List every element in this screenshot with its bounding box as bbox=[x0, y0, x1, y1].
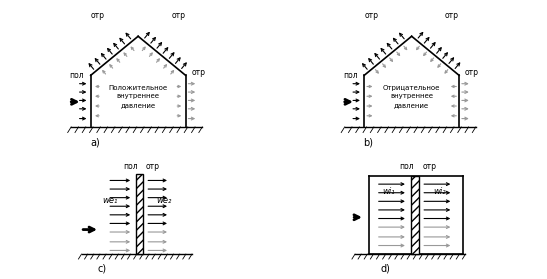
Text: Отрицательное
внутреннее
давление: Отрицательное внутреннее давление bbox=[383, 85, 440, 108]
Text: wі₂: wі₂ bbox=[433, 187, 446, 196]
Text: wі₁: wі₁ bbox=[382, 187, 394, 196]
Bar bbox=[136, 174, 143, 254]
Text: отр: отр bbox=[146, 162, 160, 171]
Text: Положительное
внутреннее
давление: Положительное внутреннее давление bbox=[109, 85, 168, 108]
Text: отр: отр bbox=[91, 11, 104, 20]
Text: a): a) bbox=[90, 137, 100, 147]
Text: b): b) bbox=[363, 137, 374, 147]
Bar bbox=[411, 175, 419, 254]
Text: отр: отр bbox=[464, 68, 479, 77]
Text: d): d) bbox=[381, 263, 391, 273]
Text: пол: пол bbox=[123, 162, 138, 171]
Text: отр: отр bbox=[445, 11, 459, 20]
Text: отр: отр bbox=[191, 68, 205, 77]
Text: wе₁: wе₁ bbox=[102, 196, 118, 205]
Text: отр: отр bbox=[364, 11, 378, 20]
Text: отр: отр bbox=[423, 162, 437, 171]
Text: отр: отр bbox=[172, 11, 185, 20]
Text: wе₂: wе₂ bbox=[156, 196, 171, 205]
Bar bbox=[411, 175, 419, 254]
Bar bbox=[136, 174, 143, 254]
Text: пол: пол bbox=[399, 162, 414, 171]
Text: пол: пол bbox=[343, 71, 358, 80]
Text: c): c) bbox=[98, 263, 107, 273]
Text: пол: пол bbox=[69, 71, 84, 80]
